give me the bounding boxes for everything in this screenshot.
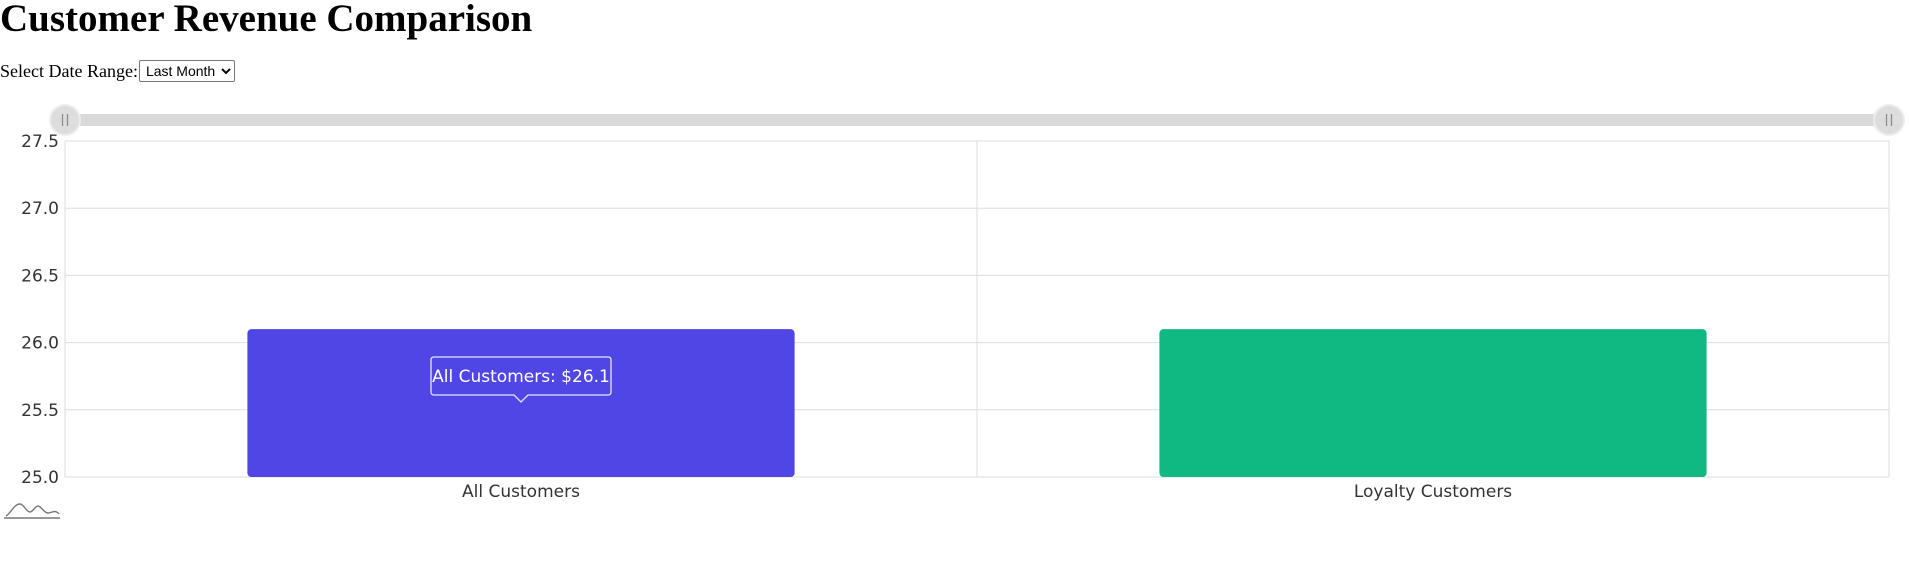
chart-tooltip: All Customers: $26.1 [430, 356, 612, 403]
date-range-select[interactable]: Last Month [138, 60, 235, 82]
grip-lines-icon [1885, 114, 1893, 126]
sparkline-icon[interactable] [4, 503, 60, 519]
y-tick-label: 27.5 [21, 132, 59, 152]
y-tick-label: 25.5 [21, 401, 59, 421]
tooltip-text: All Customers: $26.1 [432, 367, 610, 387]
date-range-control: Select Date Range: Last Month [0, 60, 235, 82]
y-axis: 25.0 25.5 26.0 26.5 27.0 27.5 [21, 132, 59, 488]
zoom-slider-handle-end[interactable] [1873, 104, 1905, 136]
zoom-slider-handle-start[interactable] [49, 104, 81, 136]
bar-series [247, 329, 1707, 477]
x-axis: All Customers Loyalty Customers [462, 482, 1512, 502]
y-tick-label: 25.0 [21, 468, 59, 488]
y-tick-label: 27.0 [21, 199, 59, 219]
zoom-slider[interactable] [49, 104, 1905, 136]
revenue-bar-chart: 25.0 25.5 26.0 26.5 27.0 27.5 All Customers Lo… [4, 104, 1905, 519]
x-tick-label: All Customers [462, 482, 580, 502]
page-title: Customer Revenue Comparison [0, 0, 533, 40]
y-tick-label: 26.0 [21, 334, 59, 354]
bar-loyalty-customers[interactable] [1159, 329, 1707, 477]
date-range-label: Select Date Range: [0, 60, 138, 81]
grip-lines-icon [61, 114, 69, 126]
y-tick-label: 26.5 [21, 266, 59, 286]
x-tick-label: Loyalty Customers [1354, 482, 1512, 502]
bar-all-customers[interactable] [247, 329, 795, 477]
tooltip-box [430, 356, 612, 403]
zoom-slider-track[interactable] [65, 114, 1889, 126]
